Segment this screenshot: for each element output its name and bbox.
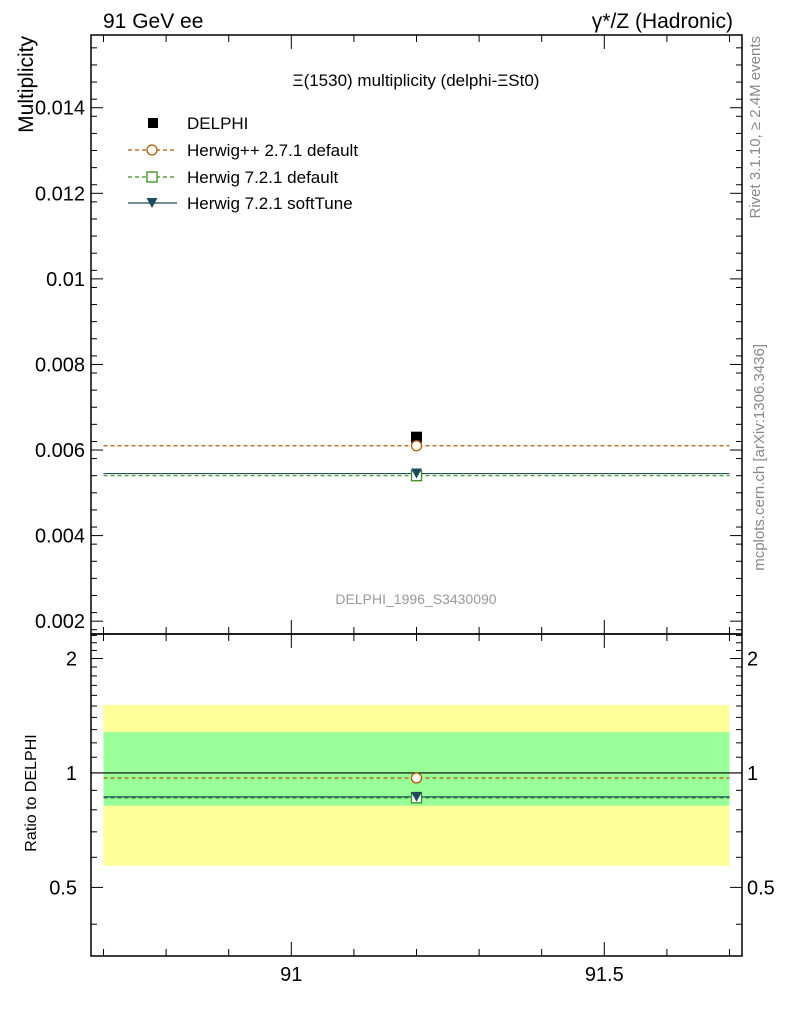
ratio-xtick-label: 91 [280,964,302,986]
ratio-ytick-label-left: 0.5 [49,877,77,899]
ratio-xtick-label: 91.5 [585,964,624,986]
legend-label-herwig-default: Herwig 7.2.1 default [187,168,338,187]
main-ylabel: Multiplicity [15,36,38,133]
ratio-ytick-label-right: 0.5 [747,877,775,899]
ratio-panel: 0.5 0.5 1 1 2 2 91 91.5 Ratio to DELPHI [23,633,775,986]
main-axis-ticks: 0.002 0.004 0.006 0.008 0.01 0.012 0.014 [35,35,742,634]
main-panel: 0.002 0.004 0.006 0.008 0.01 0.012 0.014 Ξ(153… [15,34,743,635]
header-right: γ*/Z (Hadronic) [592,10,733,33]
data-point-delphi [411,431,422,443]
ratio-ytick-label-right: 1 [747,763,758,785]
ratio-ytick-label-left: 1 [66,763,77,785]
main-ytick-label: 0.008 [35,354,85,376]
watermark: DELPHI_1996_S3430090 [335,591,496,607]
main-point-herwig-2-7-1-default [410,440,423,452]
rivet-label: Rivet 3.1.10, ≥ 2.4M events [747,36,764,219]
legend-marker-herwig-default [146,171,158,183]
main-ytick-label: 0.002 [35,611,85,633]
ratio-ytick-label-left: 2 [66,649,77,671]
main-title: Ξ(1530) multiplicity (delphi-ΞSt0) [293,71,540,90]
main-ytick-label: 0.004 [35,526,85,548]
legend-marker-delphi [148,118,158,128]
legend-label-herwig-softtune: Herwig 7.2.1 softTune [187,194,353,213]
legend-label-herwigpp: Herwig++ 2.7.1 default [187,141,358,160]
ratio-point-herwig-2-7-1-default [410,772,423,784]
main-ytick-label: 0.006 [35,440,85,462]
main-markers [410,431,423,482]
ratio-axis-ticks: 0.5 0.5 1 1 2 2 91 91.5 [49,634,775,986]
mcplots-label: mcplots.cern.ch [arXiv:1306.3436] [751,344,768,571]
main-ytick-label: 0.01 [46,269,85,291]
ratio-point-herwig-7-2-1-softtune [411,791,422,802]
legend: DELPHI Herwig++ 2.7.1 default Herwig 7.2… [128,114,358,213]
main-point-herwig-7-2-1-softtune [411,468,422,479]
legend-marker-herwigpp [146,144,158,156]
legend-label-delphi: DELPHI [187,114,248,133]
ratio-markers [410,772,423,804]
main-ytick-label: 0.014 [35,98,85,120]
legend-marker-herwig-softtune [146,198,158,208]
ratio-bands [91,704,742,866]
main-ytick-label: 0.012 [35,183,85,205]
ratio-ytick-label-right: 2 [747,649,758,671]
ratio-ylabel: Ratio to DELPHI [23,734,40,851]
header-left: 91 GeV ee [103,10,203,33]
ratio-frame [90,633,743,957]
